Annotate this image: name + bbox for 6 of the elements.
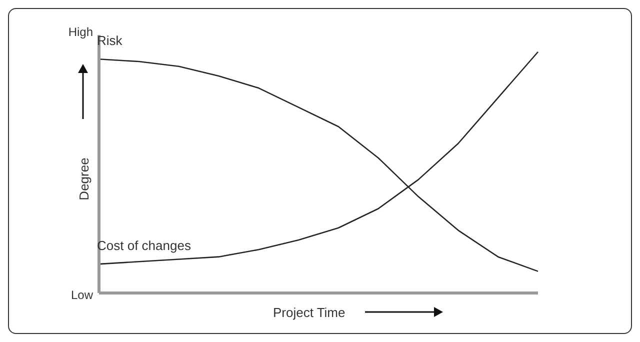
x-axis-title: Project Time bbox=[273, 305, 346, 320]
series-label: Risk bbox=[97, 33, 123, 48]
y-axis-title: Degree bbox=[76, 158, 92, 200]
text: Low bbox=[70, 288, 93, 302]
text: High bbox=[68, 25, 93, 39]
series-label: Cost of changes bbox=[97, 238, 192, 254]
